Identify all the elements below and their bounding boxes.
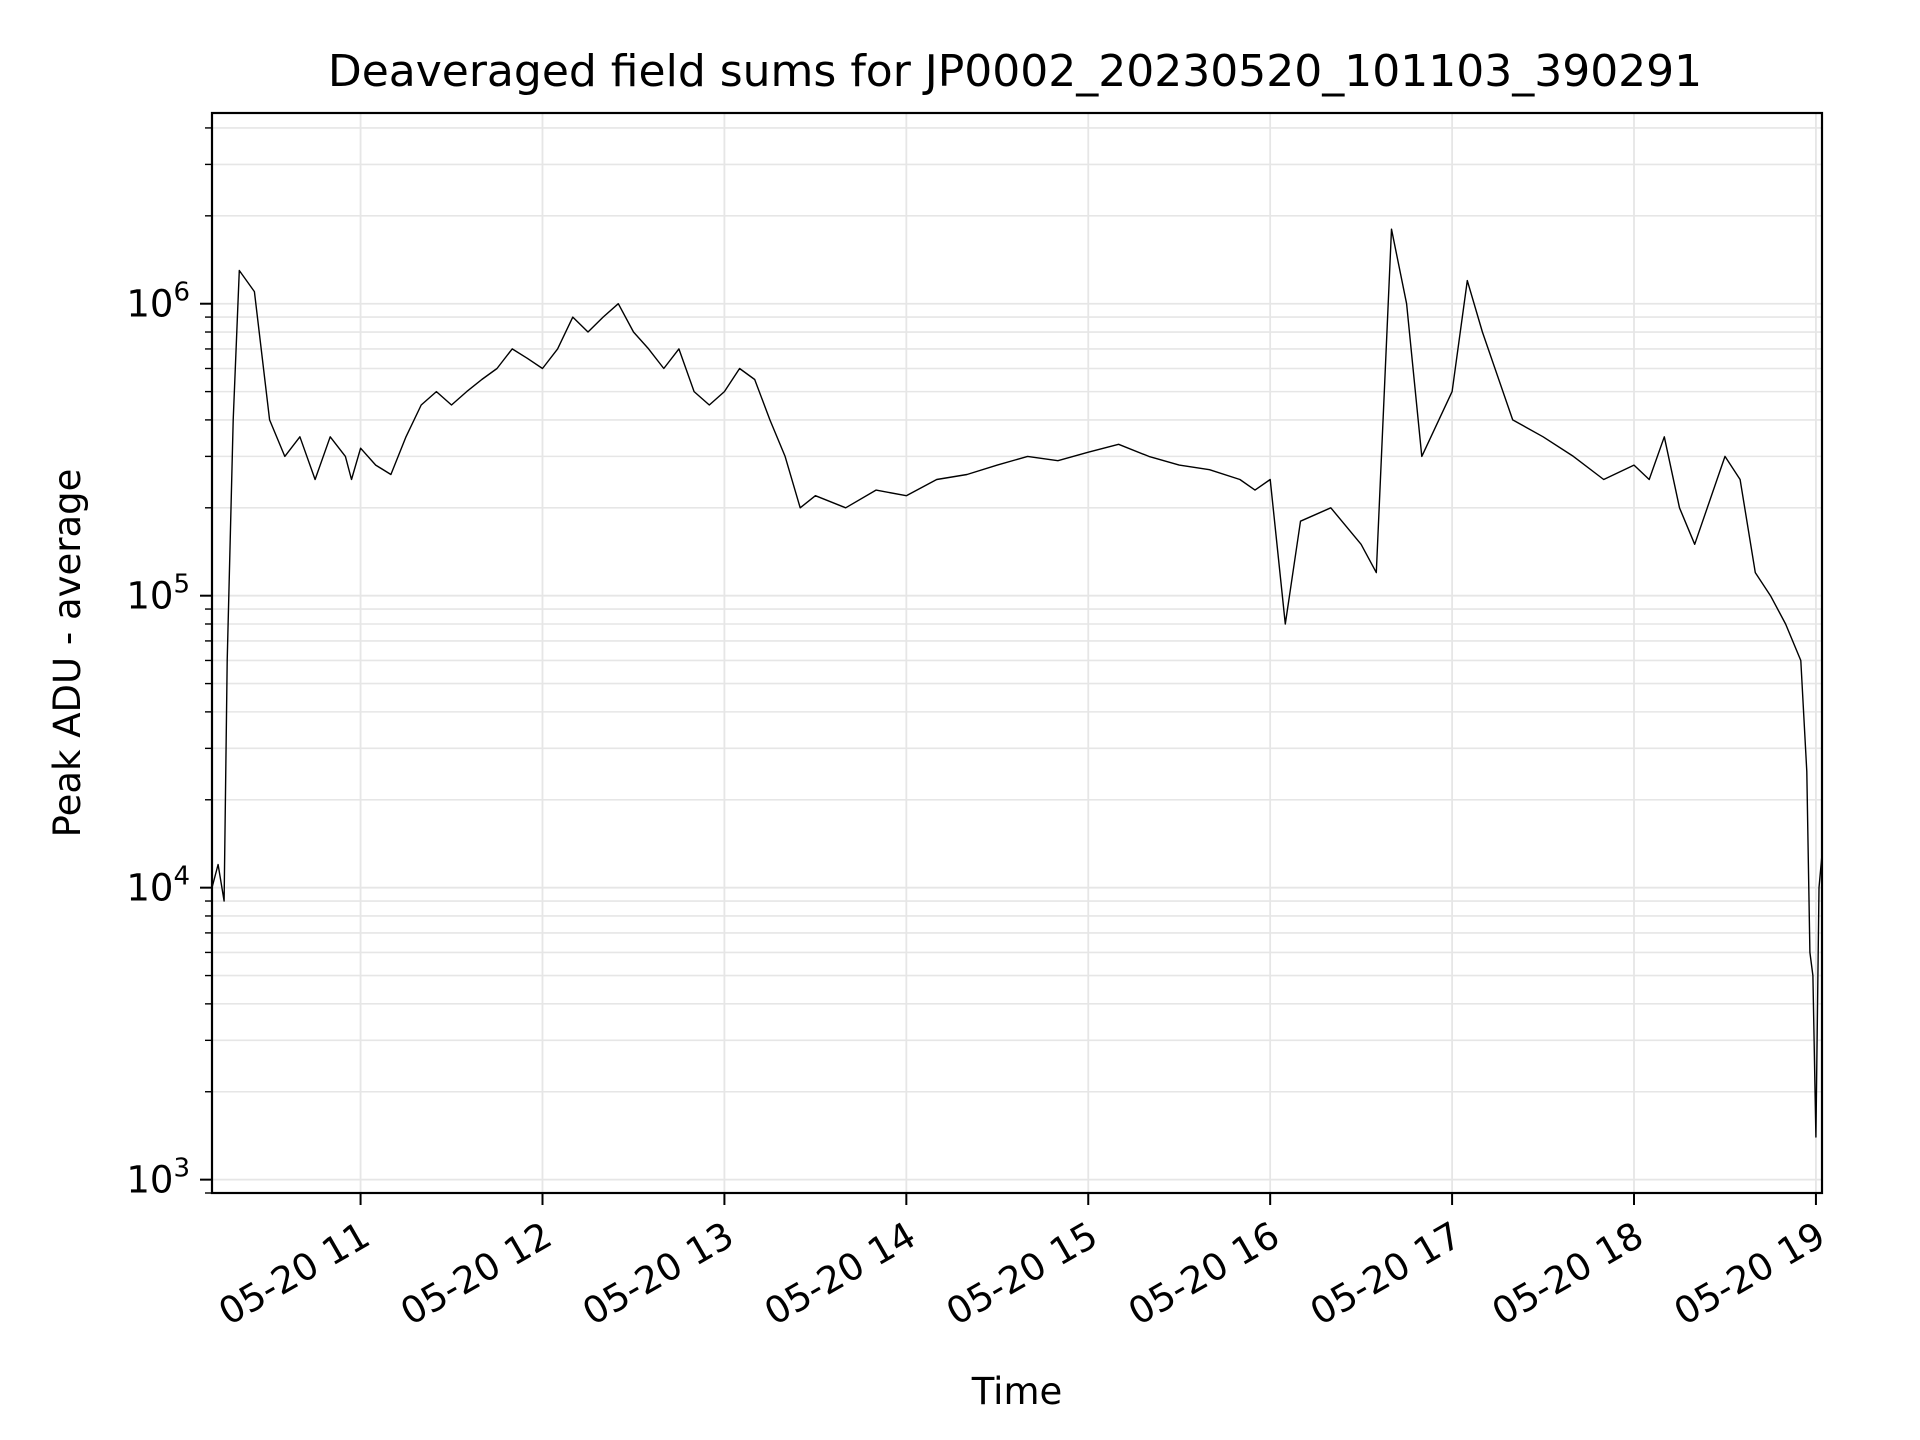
y-tick-label: 106 [126,278,190,326]
x-axis-label: Time [971,1370,1063,1413]
y-tick-label: 103 [126,1154,190,1202]
plot-frame [210,111,1824,1195]
y-axis-ticks: 103 104 105 106 [126,127,212,1202]
y-axis-label: Peak ADU - average [46,469,89,838]
y-tick-label: 105 [126,570,190,618]
y-tick-label: 104 [126,862,190,910]
series-layer [211,228,1823,1138]
series-line [211,228,1823,1138]
grid-layer [212,113,1822,1194]
chart-title: Deaveraged field sums for JP0002_2023052… [328,46,1702,97]
